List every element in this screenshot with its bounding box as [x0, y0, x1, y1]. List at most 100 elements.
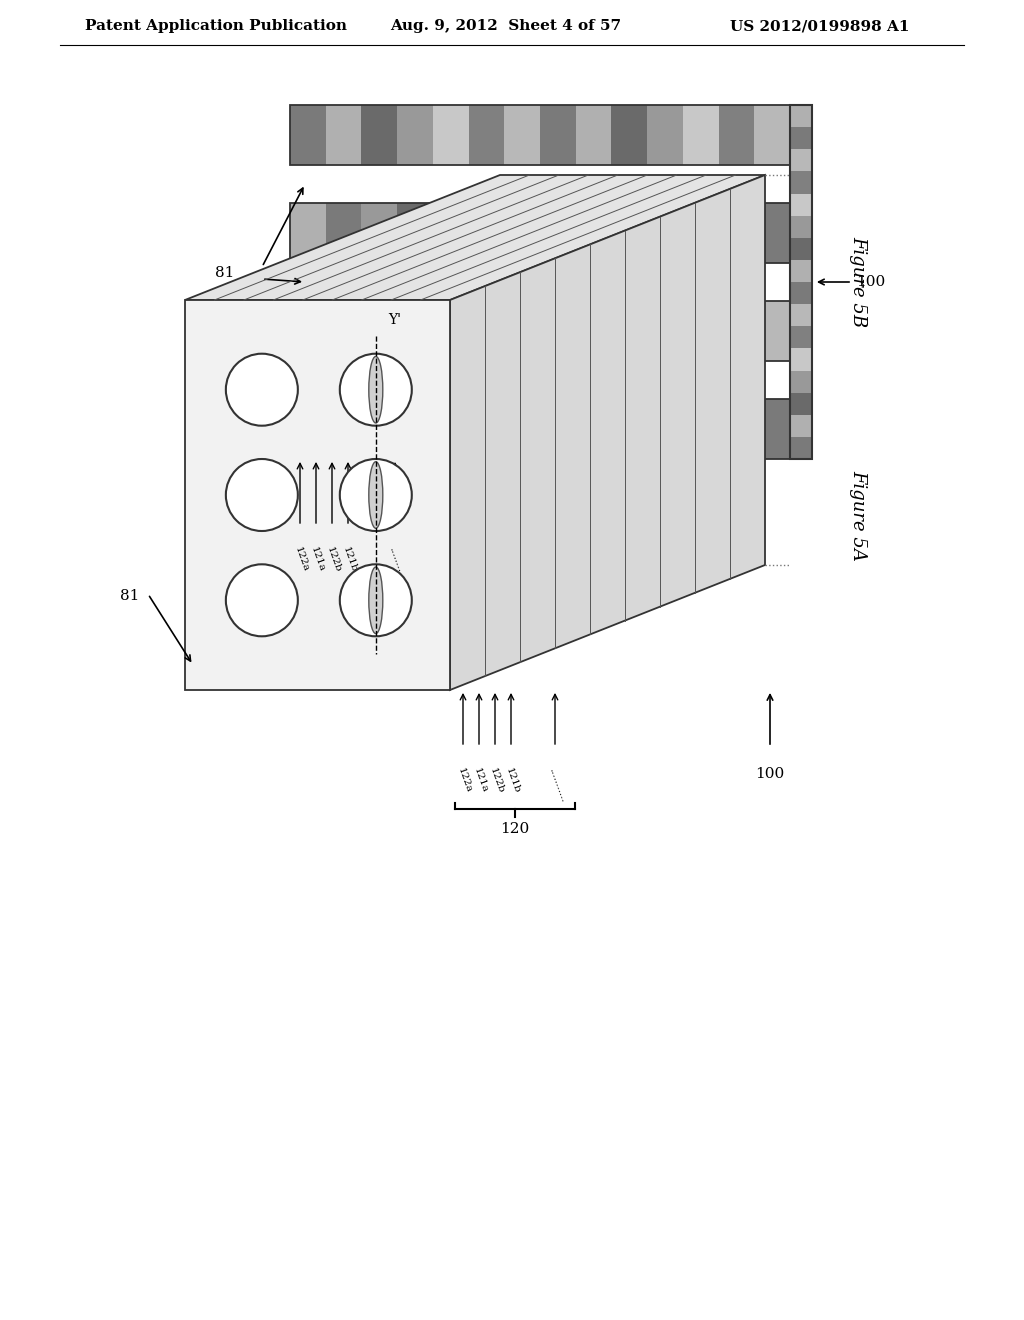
Text: 122a: 122a [293, 546, 310, 573]
Bar [504, 106, 540, 165]
Text: 121a: 121a [309, 546, 327, 573]
Text: 122b: 122b [488, 767, 506, 795]
Bar [575, 399, 611, 459]
Bar [290, 301, 326, 360]
Bar [361, 301, 397, 360]
Bar [575, 203, 611, 263]
Text: 121b: 121b [341, 546, 358, 574]
Ellipse shape [369, 462, 383, 528]
Text: Figure 5A: Figure 5A [849, 470, 867, 561]
Bar [326, 301, 361, 360]
Bar [790, 282, 812, 304]
Text: 81: 81 [120, 589, 139, 603]
Bar [290, 106, 326, 165]
Bar [790, 414, 812, 437]
Bar [326, 203, 361, 263]
Text: Aug. 9, 2012  Sheet 4 of 57: Aug. 9, 2012 Sheet 4 of 57 [390, 18, 622, 33]
Circle shape [340, 354, 412, 425]
Bar [719, 301, 755, 360]
Bar [719, 203, 755, 263]
Bar [790, 326, 812, 348]
Text: ...........: ........... [547, 767, 567, 804]
Bar [790, 215, 812, 238]
Bar [719, 106, 755, 165]
Bar [504, 399, 540, 459]
Bar [790, 194, 812, 215]
Bar [326, 399, 361, 459]
Text: Figure 5B: Figure 5B [849, 236, 867, 327]
Bar [290, 399, 326, 459]
Bar [469, 399, 504, 459]
Bar [290, 106, 790, 165]
Bar [790, 260, 812, 282]
Text: Patent Application Publication: Patent Application Publication [85, 18, 347, 33]
Bar [361, 399, 397, 459]
Circle shape [226, 354, 298, 425]
Bar [790, 106, 812, 127]
Bar [540, 203, 575, 263]
Bar [790, 437, 812, 459]
Polygon shape [185, 300, 450, 690]
Bar [540, 399, 575, 459]
Ellipse shape [369, 568, 383, 634]
Bar [647, 301, 683, 360]
Ellipse shape [369, 356, 383, 422]
Bar [790, 238, 812, 260]
Bar [433, 399, 469, 459]
Bar [290, 203, 326, 263]
Bar [326, 106, 361, 165]
Text: 120: 120 [339, 605, 368, 618]
Text: 121b: 121b [504, 767, 522, 795]
Bar [397, 399, 433, 459]
Bar [790, 392, 812, 414]
Bar [611, 106, 647, 165]
Bar [540, 106, 575, 165]
Text: 81: 81 [215, 267, 234, 280]
Text: US 2012/0199898 A1: US 2012/0199898 A1 [730, 18, 909, 33]
Bar [504, 203, 540, 263]
Text: Y': Y' [388, 313, 400, 327]
Bar [397, 106, 433, 165]
Bar [647, 203, 683, 263]
Text: ...........: ........... [387, 546, 408, 582]
Circle shape [226, 459, 298, 531]
Text: 122a: 122a [457, 767, 474, 795]
Bar [469, 301, 504, 360]
Text: 100: 100 [856, 275, 886, 289]
Bar [611, 399, 647, 459]
Bar [647, 399, 683, 459]
Bar [469, 106, 504, 165]
Bar [755, 203, 790, 263]
Bar [790, 304, 812, 326]
Bar [433, 106, 469, 165]
Bar [397, 301, 433, 360]
Bar [790, 371, 812, 392]
Text: 100: 100 [756, 767, 784, 781]
Bar [290, 301, 790, 360]
Polygon shape [450, 176, 765, 690]
Bar [683, 106, 719, 165]
Bar [790, 127, 812, 149]
Bar [290, 399, 790, 459]
Bar [575, 106, 611, 165]
Bar [647, 106, 683, 165]
Polygon shape [185, 176, 765, 300]
Bar [683, 399, 719, 459]
Circle shape [226, 565, 298, 636]
Bar [755, 301, 790, 360]
Bar [290, 203, 790, 263]
Bar [719, 399, 755, 459]
Circle shape [340, 459, 412, 531]
Bar [755, 106, 790, 165]
Bar [790, 348, 812, 371]
Text: 122b: 122b [326, 546, 343, 574]
Circle shape [340, 565, 412, 636]
Bar [683, 203, 719, 263]
Bar [790, 172, 812, 194]
Text: 121a: 121a [472, 767, 489, 795]
Text: 120: 120 [501, 822, 529, 836]
Bar [683, 301, 719, 360]
Bar [611, 203, 647, 263]
Bar [575, 301, 611, 360]
Bar [504, 301, 540, 360]
